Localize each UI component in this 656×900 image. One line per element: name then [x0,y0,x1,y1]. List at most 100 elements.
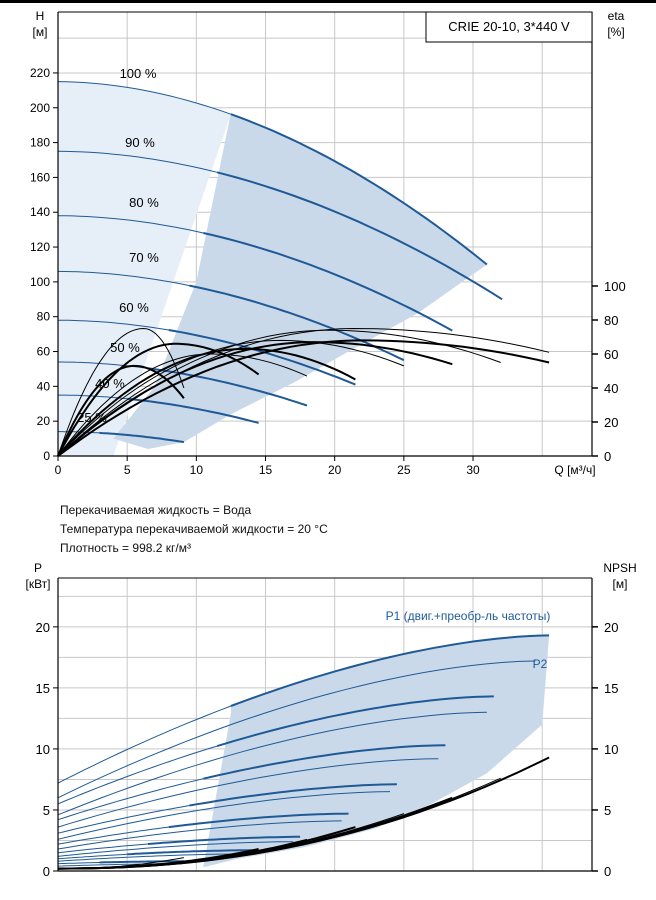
efficiency-curve [57,342,260,457]
y-left-label: H [36,9,45,23]
p2-curve [57,758,439,828]
y-right-tick-label: 10 [604,742,618,757]
p1-curve-thin [57,826,169,845]
y-right-tick-label: 20 [604,620,618,635]
fluid-temperature-text: Температура перекачиваемой жидкости = 20… [60,522,328,536]
power-npsh-chart: 0 5 10 15 20 0 5 10 15 20 P [кВт] NPSH [м] P1 (двиг.+п… [25,561,636,879]
p1-curve-thin [57,805,190,834]
p2-curve [57,660,536,799]
speed-label: 25 % [77,410,107,425]
y-left-tick-label: 20 [37,414,51,428]
y-right-tick-label: 20 [604,415,618,430]
x-tick-label: 25 [397,463,411,477]
y-left-tick-label: 100 [30,275,50,289]
y-left-tick-label: 15 [36,681,50,696]
x-tick-label: 5 [124,463,131,477]
p2-curve [57,711,487,816]
y-left-tick-label: 0 [43,864,50,879]
x-tick-label: 15 [259,463,273,477]
p1-curve-thin [57,853,128,860]
efficiency-curve [57,339,550,457]
p1-curve-bold [230,634,550,707]
p2-curve [57,853,245,862]
p1-curve-bold [189,783,397,807]
y-left-tick-label: 140 [30,205,50,219]
x-tick-label: 30 [466,463,480,477]
top-border [0,0,656,3]
y-left-tick-label: 220 [30,66,50,80]
efficiency-curve [57,353,308,457]
p2-series-label: P2 [533,657,548,671]
y-right-label: NPSH [603,561,636,575]
y-left-tick-label: 180 [30,136,50,150]
head-efficiency-chart: 0204060801001201401601802002200204060801… [30,9,626,477]
x-axis-label: Q [м³/ч] [554,463,595,477]
y-right-tick-label: 100 [604,279,626,294]
efficiency-curve [57,347,356,457]
y-left-tick-label: 80 [37,310,51,324]
y-left-tick-label: 10 [36,742,50,757]
y-left-tick-label: 0 [43,449,50,463]
x-tick-label: 0 [55,463,62,477]
head-curve-bold [147,367,308,407]
y-right-tick-label: 15 [604,681,618,696]
efficiency-curve [57,341,453,457]
y-left-tick-label: 60 [37,345,51,359]
head-curve-thin [57,81,232,115]
head-curve-thin [57,215,204,234]
head-curve-bold [189,284,405,362]
x-tick-label: 20 [328,463,342,477]
power-operating-area [203,635,550,868]
p2-curve [57,820,342,850]
p1-curve-bold [216,695,494,748]
p1-series-label: P1 (двиг.+преобр-ль частоты) [386,609,551,623]
p1-curve-thin [57,778,204,821]
head-curve-bold [168,329,356,386]
fluid-density-text: Плотность = 998.2 кг/м³ [60,541,191,555]
efficiency-curve [57,364,185,457]
p2-curve [57,841,294,857]
y-right-label: eta [608,9,625,23]
p1-curve-thin [57,745,218,805]
head-curve-thin [57,150,218,173]
head-curve-bold [99,431,185,444]
speed-label: 90 % [125,135,155,150]
operating-area-light [58,81,231,456]
p1-curve-thin [57,862,100,865]
y-right-tick-label: 60 [604,347,618,362]
head-curve-bold [203,232,453,332]
model-box [425,11,593,43]
y-left-tick-label: 120 [30,240,50,254]
y-right-tick-label: 5 [604,803,611,818]
speed-label: 40 % [95,376,125,391]
y-left-tick-label: 20 [36,620,50,635]
speed-label: 60 % [119,300,149,315]
y-left-tick-label: 40 [37,379,51,393]
fluid-liquid-text: Перекачиваемая жидкость = Вода [60,503,252,517]
head-curve-bold [216,171,503,301]
p1-curve-bold [168,812,349,829]
y-left-tick-label: 5 [43,803,50,818]
y-left-tick-label: 160 [30,170,50,184]
p1-curve-bold [127,849,252,856]
head-curve-thin [58,319,169,331]
p1-curve-thin [57,843,148,854]
y-right-tick-label: 40 [604,381,618,396]
speed-label: 70 % [129,250,159,265]
p1-curve-bold [203,744,446,780]
y-left-unit: [м] [33,25,48,39]
efficiency-curve [57,329,501,457]
y-right-tick-label: 0 [604,449,611,464]
efficiency-curve [57,339,405,457]
y-left-label: P [34,561,42,575]
y-left-tick-label: 200 [30,101,50,115]
p2-curve [57,791,391,840]
p1-curve-bold [99,860,184,864]
y-left-unit: [кВт] [25,577,50,591]
speed-label: 80 % [129,195,159,210]
npsh-curve [58,857,184,870]
y-right-tick-label: 0 [604,864,611,879]
x-tick-label: 10 [190,463,204,477]
speed-label: 100 % [120,66,157,81]
